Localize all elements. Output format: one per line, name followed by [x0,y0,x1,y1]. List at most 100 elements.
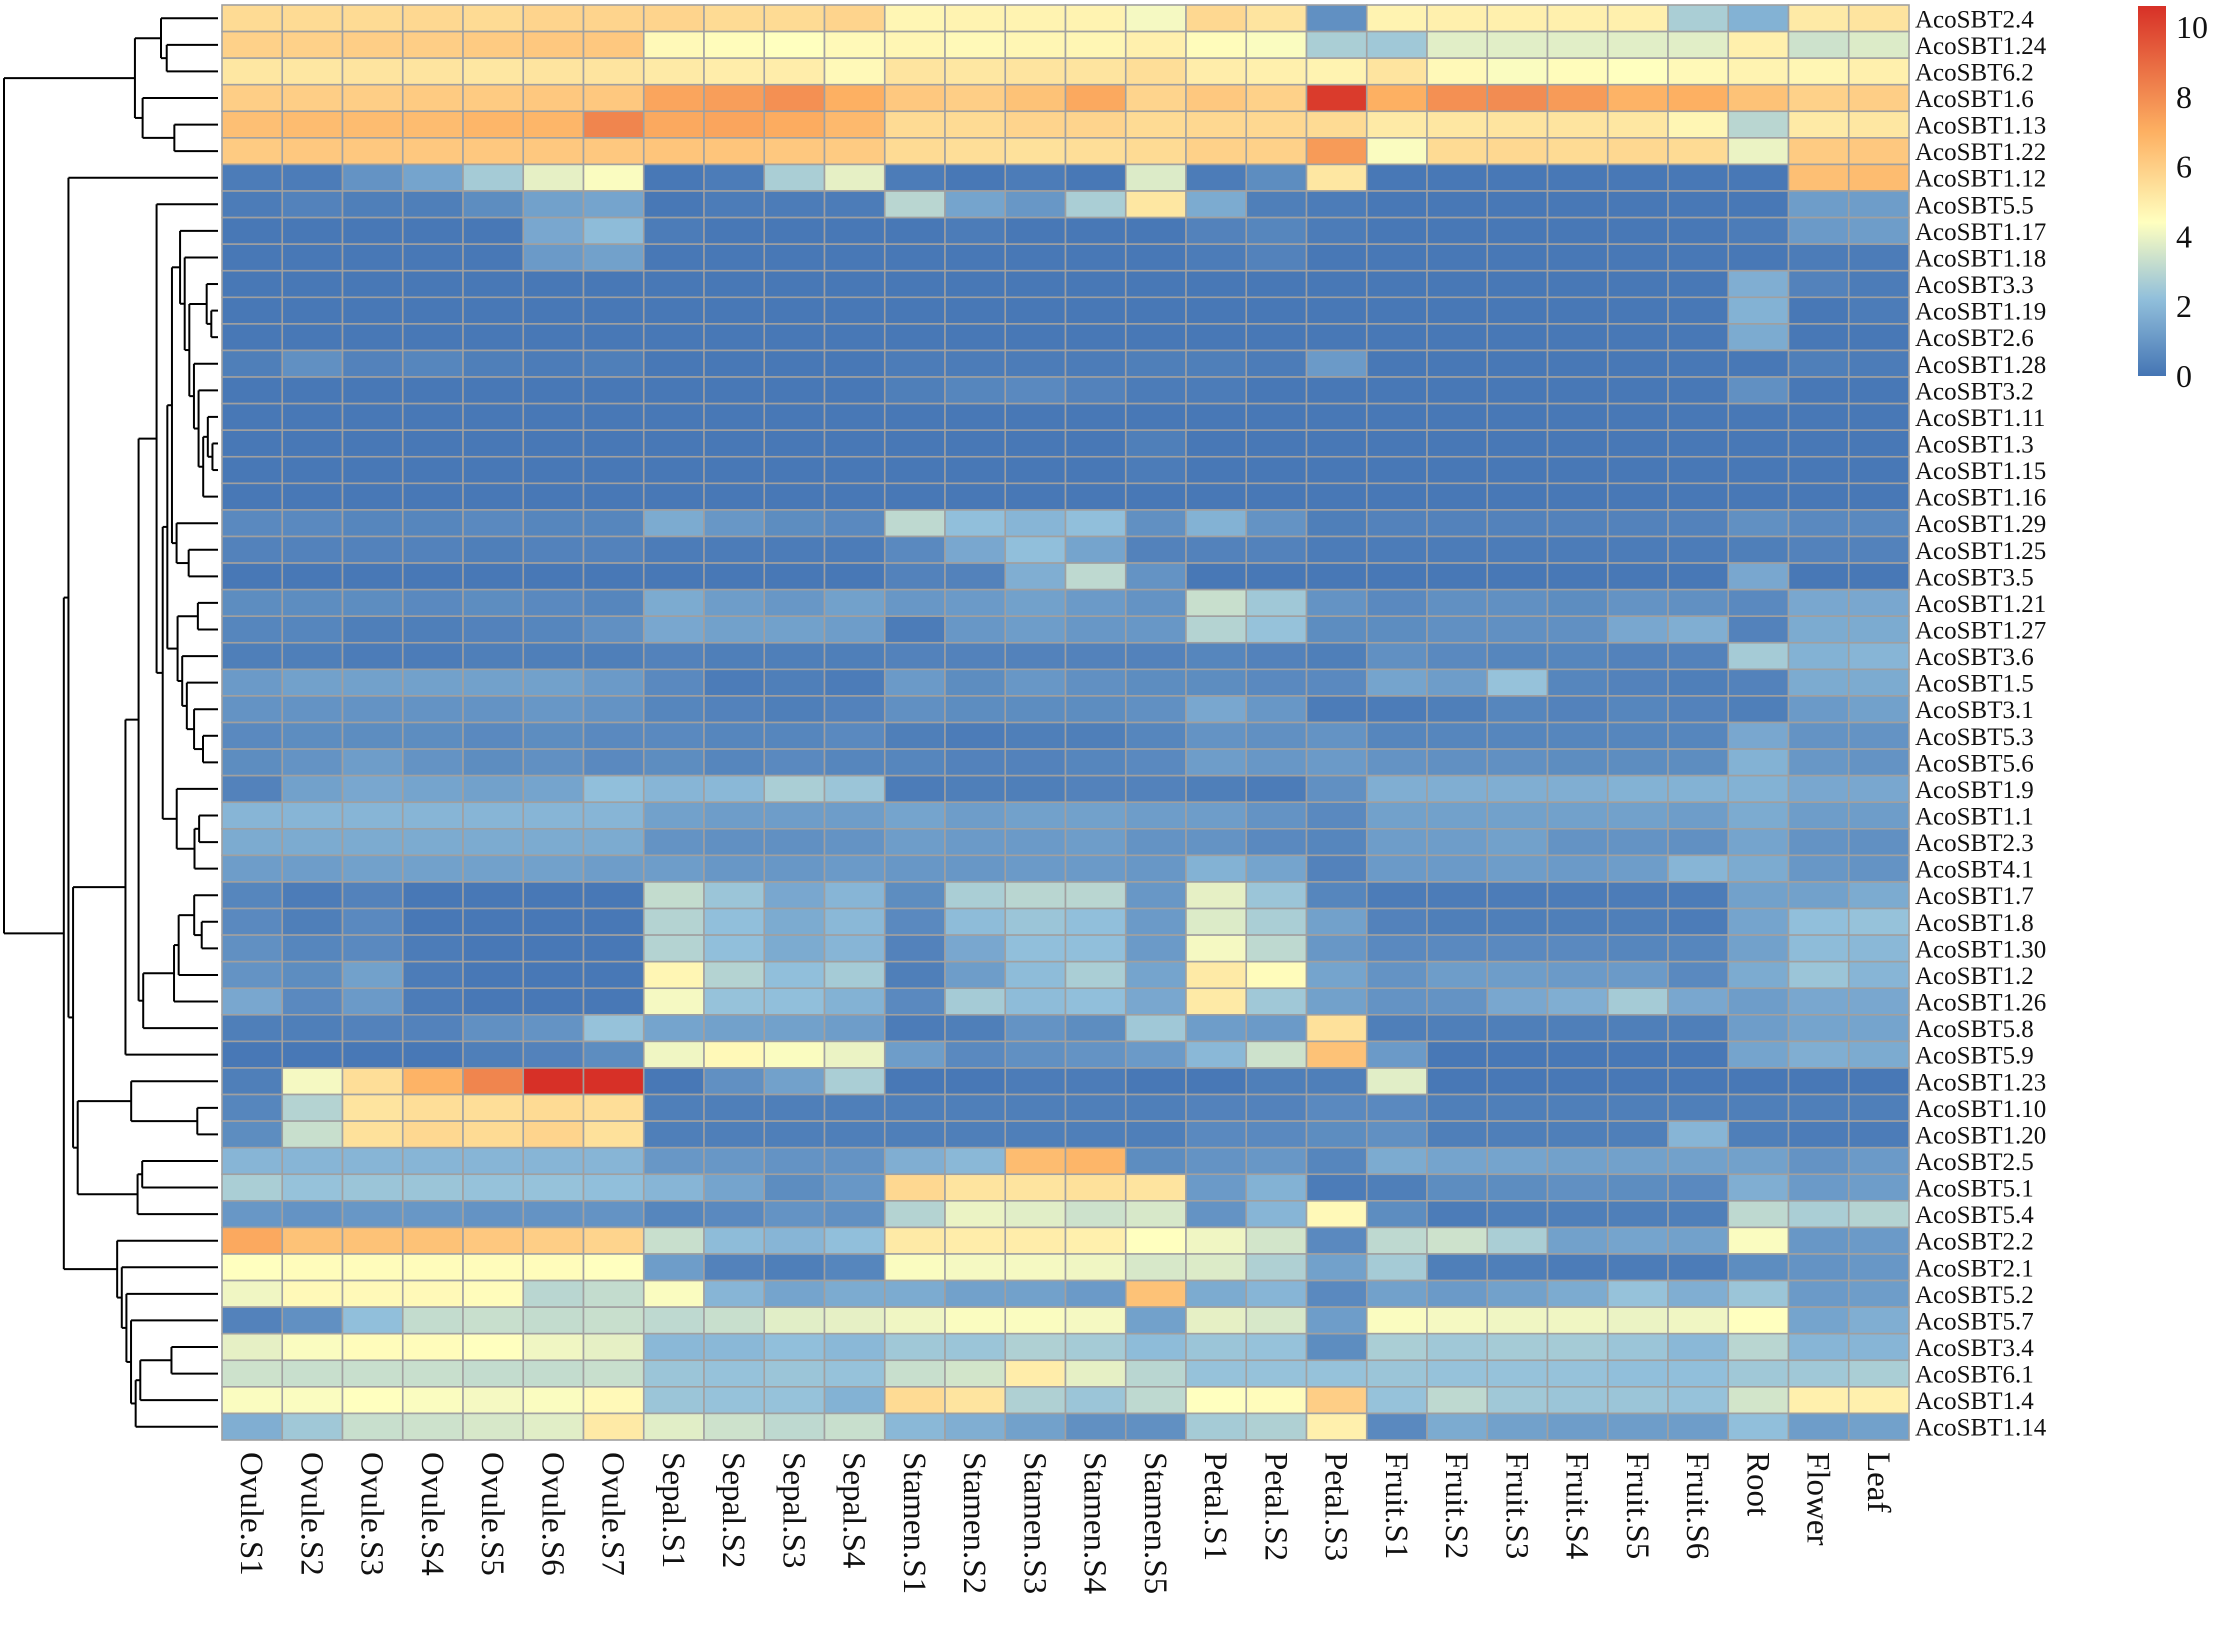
heatmap-cell [522,376,585,405]
heatmap-cells [221,4,1910,1441]
heatmap-cell [401,30,464,59]
heatmap-cell [944,801,1007,830]
heatmap-cell [642,562,705,591]
heatmap-cell [1606,1306,1669,1335]
heatmap-cell [1546,163,1609,192]
heatmap-cell [1124,1306,1187,1335]
heatmap-cell [1124,1093,1187,1122]
heatmap-cell [582,748,645,777]
legend-tick-label: 10 [2176,9,2208,45]
heatmap-cell [1727,482,1790,511]
heatmap-cell [1667,668,1730,697]
heatmap-cell [462,907,525,936]
heatmap-cell [1426,4,1489,33]
heatmap-cell [462,1332,525,1362]
heatmap-cell [1787,482,1850,511]
row-label: AcoSBT1.12 [1915,166,2046,193]
heatmap-cell [944,827,1007,857]
heatmap-cell [823,774,886,804]
heatmap-cell [221,163,284,192]
heatmap-cell [944,376,1007,405]
heatmap-cell [823,1120,886,1149]
heatmap-cell [1847,482,1910,511]
heatmap-cell [642,376,705,405]
heatmap-cell [582,1253,645,1282]
heatmap-cell [1365,137,1428,166]
heatmap-cell [522,748,585,777]
heatmap-cell [341,323,404,352]
heatmap-cell [1365,376,1428,405]
heatmap-cell [883,216,946,245]
heatmap-cell [1245,907,1308,936]
heatmap-cell [944,1226,1007,1255]
heatmap-cell [1185,402,1248,431]
heatmap-cell [883,854,946,883]
heatmap-cell [1546,1093,1609,1122]
heatmap-cell [1004,190,1067,219]
heatmap-cell [401,668,464,697]
heatmap-cell [1546,588,1609,618]
heatmap-cell [1004,323,1067,352]
heatmap-cell [1004,269,1067,299]
heatmap-cell [883,376,946,405]
column-label: Stamen.S5 [1137,1452,1173,1594]
heatmap-cell [221,695,284,724]
heatmap-cell [944,190,1007,219]
heatmap-cell [883,668,946,697]
heatmap-cell [1185,1067,1248,1096]
heatmap-cell [1185,1014,1248,1043]
heatmap-cell [1667,987,1730,1016]
heatmap-cell [1486,349,1549,378]
heatmap-cell [401,323,464,352]
heatmap-cell [1667,774,1730,804]
heatmap-cell [462,1120,525,1149]
heatmap-cell [1365,907,1428,936]
heatmap-cell [1124,323,1187,352]
heatmap-cell [1787,615,1850,644]
heatmap-cell [1245,774,1308,804]
heatmap-cell [1787,562,1850,591]
heatmap-cell [1185,455,1248,485]
heatmap-cell [1064,1386,1127,1415]
heatmap-cell [281,588,344,618]
heatmap-cell [1365,110,1428,139]
heatmap-cell [1365,934,1428,963]
heatmap-cell [1546,641,1609,671]
heatmap-cell [1667,4,1730,33]
heatmap-cell [1486,562,1549,591]
heatmap-cell [401,801,464,830]
heatmap-cell [1004,1332,1067,1362]
heatmap-cell [462,429,525,458]
row-label: AcoSBT1.3 [1915,431,2034,458]
heatmap-cell [1426,934,1489,963]
heatmap-cell [642,216,705,245]
heatmap-cell [1667,1226,1730,1255]
heatmap-cell [462,987,525,1016]
heatmap-cell [462,934,525,963]
heatmap-cell [582,1040,645,1069]
heatmap-cell [1546,1386,1609,1415]
heatmap-cell [1787,269,1850,299]
heatmap-cell [642,1226,705,1255]
heatmap-cell [221,641,284,671]
heatmap-cell [642,695,705,724]
heatmap-cell [1185,668,1248,697]
heatmap-cell [823,535,886,564]
heatmap-cell [522,4,585,33]
heatmap-cell [703,641,766,671]
heatmap-cell [642,296,705,325]
heatmap-cell [1245,721,1308,750]
heatmap-cell [1064,4,1127,33]
heatmap-cell [1305,1014,1368,1043]
heatmap-cell [401,190,464,219]
heatmap-cell [462,562,525,591]
column-label: Stamen.S1 [896,1452,932,1594]
heatmap-cell [1064,296,1127,325]
heatmap-cell [221,83,284,113]
heatmap-cell [1486,1386,1549,1415]
heatmap-cell [1004,1412,1067,1441]
heatmap-cell [1606,509,1669,538]
heatmap-cell [1365,987,1428,1016]
heatmap-cell [462,1093,525,1122]
heatmap-cell [462,801,525,830]
